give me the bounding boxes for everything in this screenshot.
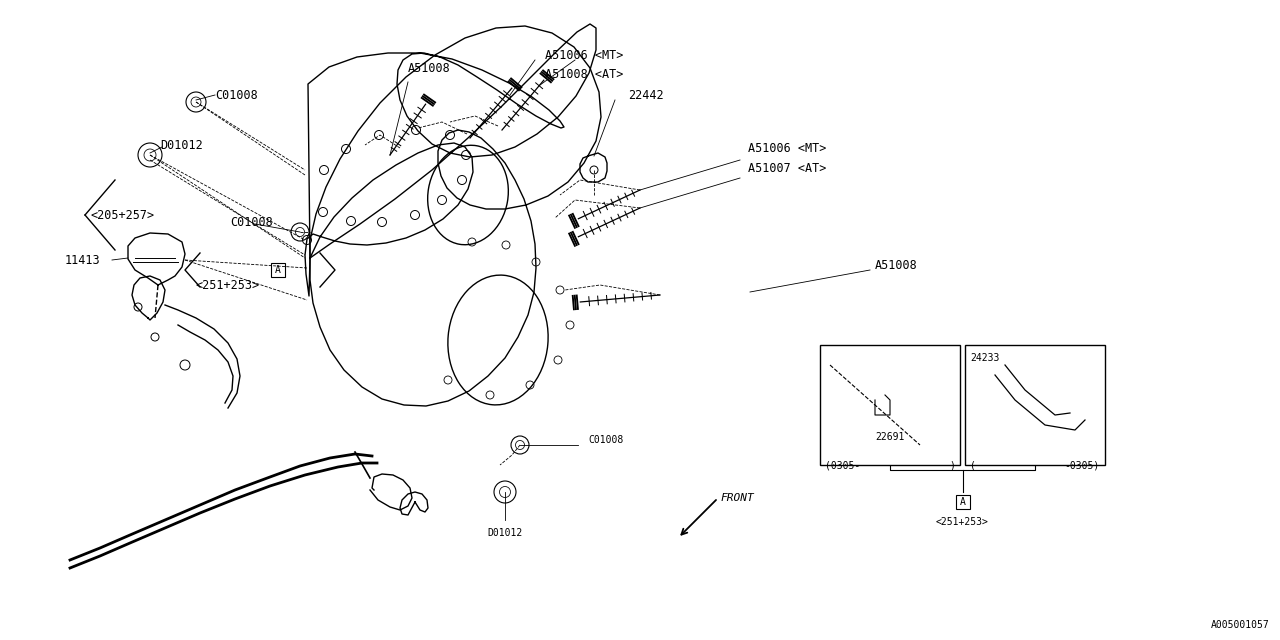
Text: (: ( [970, 460, 975, 470]
Text: <205+257>: <205+257> [90, 209, 154, 221]
Text: A51006 <MT>: A51006 <MT> [545, 49, 623, 61]
Bar [820, 345, 960, 465]
Text: FRONT: FRONT [721, 493, 754, 503]
Text: C01008: C01008 [230, 216, 273, 228]
Bar [955, 495, 969, 509]
Text: A: A [960, 497, 965, 507]
Text: A51006 <MT>: A51006 <MT> [748, 141, 827, 154]
Text: C01008: C01008 [588, 435, 623, 445]
Text: D01012: D01012 [488, 528, 522, 538]
Text: (0305-: (0305- [826, 460, 860, 470]
Text: -0305): -0305) [1065, 460, 1100, 470]
Text: 11413: 11413 [64, 253, 100, 266]
Text: <251+253>: <251+253> [195, 278, 259, 291]
Text: C01008: C01008 [215, 88, 257, 102]
Text: A51007 <AT>: A51007 <AT> [748, 161, 827, 175]
Text: A: A [275, 265, 280, 275]
Text: A51008 <AT>: A51008 <AT> [545, 67, 623, 81]
Bar [271, 263, 285, 277]
Text: 22442: 22442 [628, 88, 663, 102]
Text: <251+253>: <251+253> [936, 517, 989, 527]
Text: A51008: A51008 [408, 61, 451, 74]
Text: ): ) [950, 460, 955, 470]
Text: A005001057: A005001057 [1211, 620, 1270, 630]
Bar [965, 345, 1105, 465]
Text: D01012: D01012 [160, 138, 202, 152]
Text: A51008: A51008 [876, 259, 918, 271]
Text: 24233: 24233 [970, 353, 1000, 363]
Text: 22691: 22691 [876, 432, 905, 442]
